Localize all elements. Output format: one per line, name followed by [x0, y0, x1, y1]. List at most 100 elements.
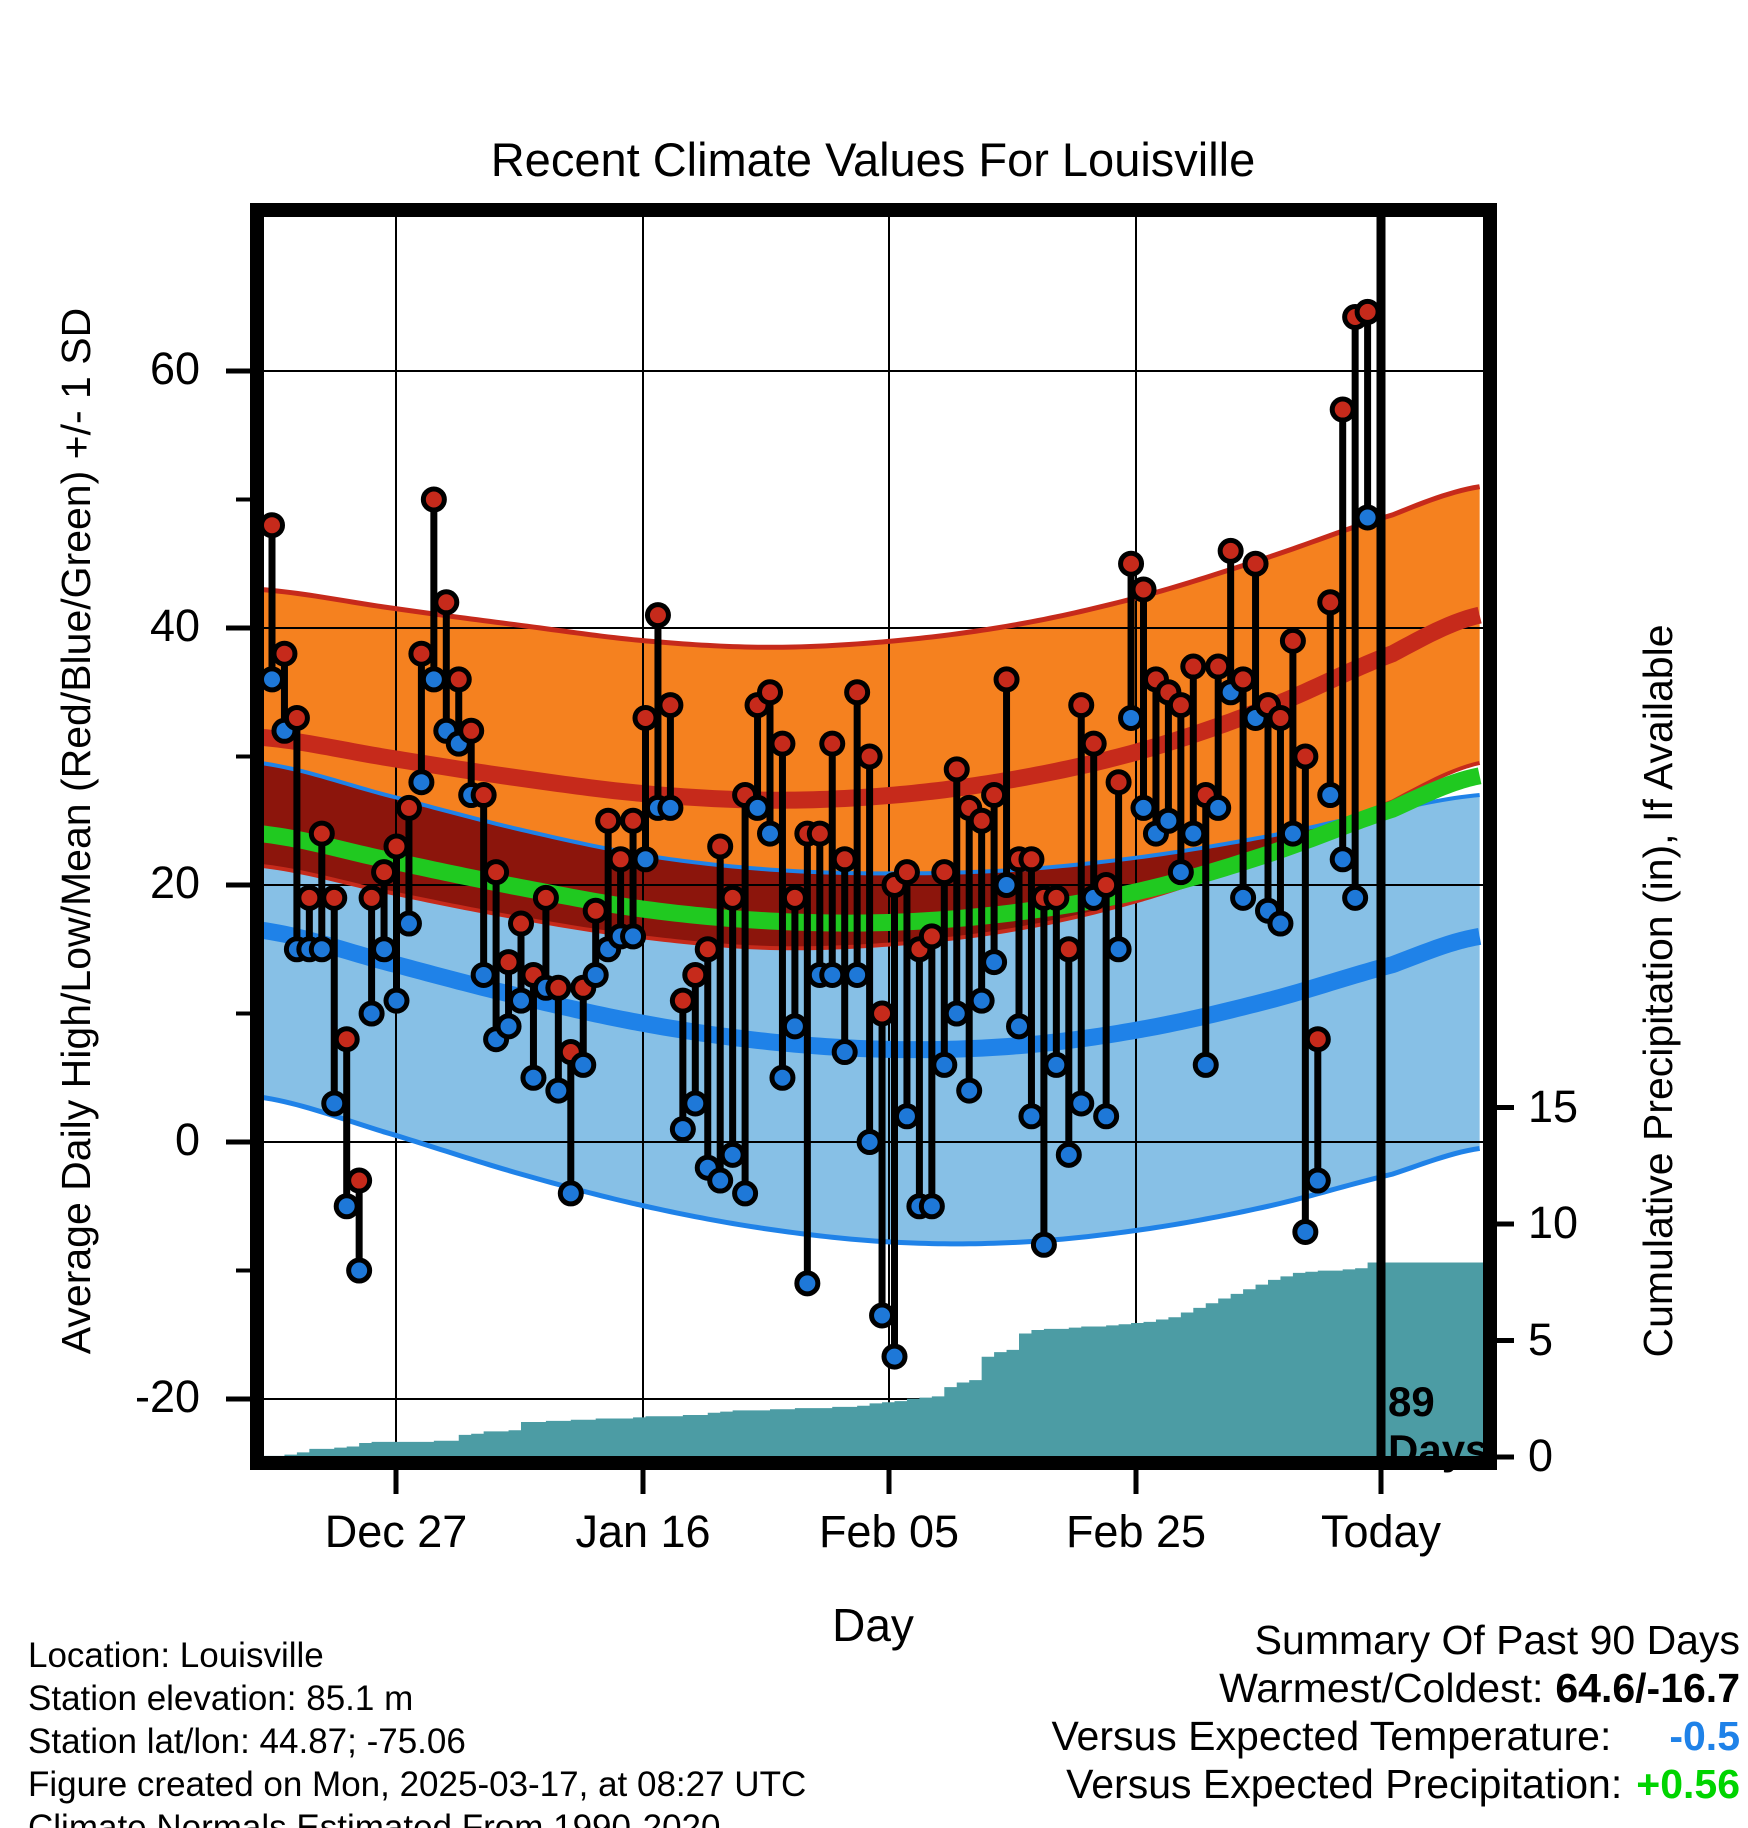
- high-dot: [1118, 550, 1145, 577]
- high-dot: [308, 820, 335, 847]
- high-dot: [433, 589, 460, 616]
- right-y-axis-label: Cumulative Precipitation (in), If Availa…: [1635, 624, 1681, 1358]
- low-dot: [1130, 794, 1157, 821]
- high-dot: [682, 961, 709, 988]
- high-dot: [1180, 653, 1207, 680]
- low-dot: [1180, 820, 1207, 847]
- low-dot: [383, 987, 410, 1014]
- right-tick-5: 5: [1528, 1314, 1554, 1365]
- high-dot: [532, 884, 559, 911]
- low-dot: [1230, 884, 1257, 911]
- high-dot: [1105, 769, 1132, 796]
- daily-dots: [264, 298, 1381, 1370]
- low-dot: [1093, 1103, 1120, 1130]
- high-dot: [1279, 627, 1306, 654]
- high-dot: [669, 987, 696, 1014]
- high-dot: [470, 782, 497, 809]
- high-dot: [395, 794, 422, 821]
- high-dot: [707, 833, 734, 860]
- high-dot: [1018, 846, 1045, 873]
- right-tick-10: 10: [1528, 1197, 1579, 1248]
- high-dot: [918, 923, 945, 950]
- low-dot: [346, 1257, 373, 1284]
- low-dot: [1043, 1051, 1070, 1078]
- station-elevation: Station elevation: 85.1 m: [28, 1679, 414, 1718]
- low-dot: [831, 1039, 858, 1066]
- low-dot: [1055, 1141, 1082, 1168]
- low-dot: [1192, 1051, 1219, 1078]
- high-dot: [1354, 298, 1381, 325]
- low-dot: [819, 961, 846, 988]
- vs-expected-precip-value: +0.56: [1636, 1761, 1740, 1807]
- station-location: Location: Louisville: [28, 1636, 324, 1675]
- days-count-word: Days: [1388, 1426, 1489, 1473]
- low-dot: [1018, 1103, 1045, 1130]
- low-dot: [1267, 910, 1294, 937]
- high-band-top-edge: [264, 484, 1481, 650]
- high-dot: [981, 782, 1008, 809]
- high-dot: [271, 640, 298, 667]
- low-dot: [1354, 504, 1381, 531]
- left-tick-60: 60: [149, 343, 200, 394]
- low-dot: [931, 1051, 958, 1078]
- high-dot: [607, 846, 634, 873]
- low-dot: [981, 949, 1008, 976]
- summary-block: Summary Of Past 90 Days Warmest/Coldest:…: [880, 1616, 1740, 1808]
- low-dot: [781, 1013, 808, 1040]
- low-dot: [508, 987, 534, 1014]
- high-dot: [781, 884, 808, 911]
- high-dot: [1055, 936, 1082, 963]
- cumulative-precip-area: [264, 1262, 1483, 1456]
- low-dot: [657, 794, 684, 821]
- low-dot: [893, 1103, 920, 1130]
- low-dot: [1279, 820, 1306, 847]
- low-dot: [395, 910, 422, 937]
- x-axis-label: Day: [832, 1599, 914, 1651]
- high-dot: [893, 859, 920, 886]
- high-dot: [831, 846, 858, 873]
- low-dot: [582, 961, 609, 988]
- high-dot: [346, 1167, 373, 1194]
- left-y-axis-label: Average Daily High/Low/Mean (Red/Blue/Gr…: [53, 307, 99, 1355]
- high-dot: [1317, 589, 1344, 616]
- low-dot: [371, 936, 398, 963]
- low-dot: [308, 936, 335, 963]
- high-dot: [1068, 692, 1095, 719]
- high-dot: [819, 730, 846, 757]
- low-dot: [620, 923, 647, 950]
- low-dot: [707, 1167, 734, 1194]
- station-metadata: Location: Louisville Station elevation: …: [28, 1634, 806, 1828]
- high-dot: [1080, 730, 1107, 757]
- low-dot: [956, 1077, 983, 1104]
- high-dot: [383, 833, 410, 860]
- high-dot: [644, 602, 671, 629]
- plot-area: [264, 217, 1483, 1456]
- low-dot: [744, 794, 771, 821]
- high-dot: [420, 486, 447, 513]
- low-dot: [943, 1000, 970, 1027]
- low-dot: [1329, 846, 1356, 873]
- axis-ticks: [226, 368, 1514, 1494]
- low-dot: [1068, 1090, 1095, 1117]
- high-dot: [264, 512, 285, 539]
- x-tick-feb05: Feb 05: [818, 1506, 960, 1557]
- low-dot: [856, 1129, 883, 1155]
- low-dot: [632, 846, 659, 873]
- high-band: [264, 486, 1480, 949]
- summary-warmest-row: Warmest/Coldest: 64.6/-16.7: [880, 1664, 1740, 1712]
- high-dot: [757, 679, 783, 706]
- summary-heading: Summary Of Past 90 Days: [1254, 1617, 1740, 1663]
- low-dot: [844, 961, 871, 988]
- low-dot: [968, 987, 995, 1014]
- high-dot: [582, 897, 609, 924]
- low-dot: [918, 1193, 945, 1220]
- high-dot: [1292, 743, 1319, 770]
- low-dot: [993, 872, 1020, 898]
- low-dot: [757, 820, 783, 847]
- right-tick-15: 15: [1528, 1081, 1579, 1132]
- high-dot: [1043, 884, 1070, 911]
- low-dot: [358, 1000, 385, 1027]
- high-dot: [719, 884, 746, 911]
- low-dot: [869, 1302, 896, 1329]
